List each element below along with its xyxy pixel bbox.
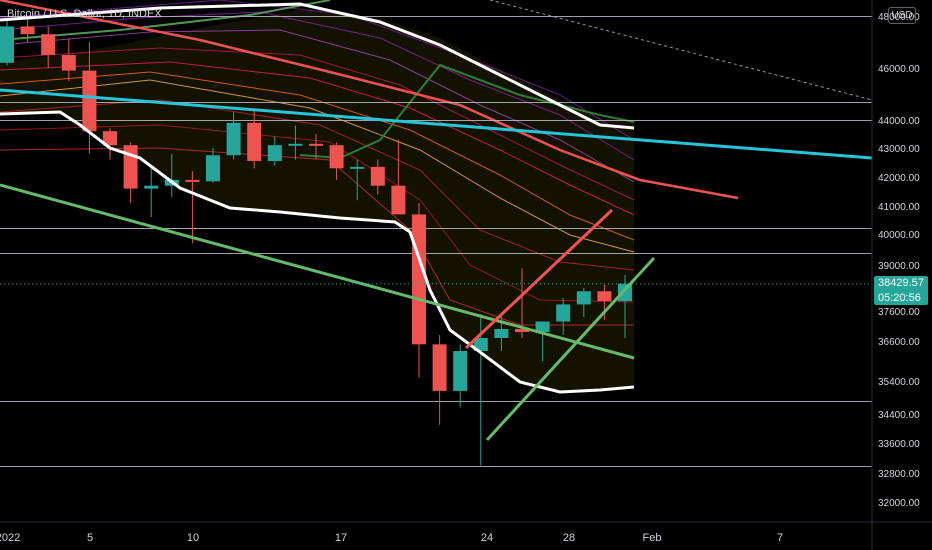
candle-2022-01-05 — [82, 70, 97, 132]
price-tick-label-10: 36600.00 — [878, 337, 920, 348]
candle-2022-01-15 — [288, 143, 303, 146]
candle-2022-01-04 — [61, 55, 76, 71]
last-price-label: 38429.57 — [874, 276, 928, 291]
candle-2022-01-29 — [576, 291, 591, 305]
upper-band-line — [0, 2, 635, 130]
candle-2022-01-30 — [597, 291, 612, 302]
time-tick-label-8: 7 — [777, 532, 783, 544]
price-tick-label-5: 42000.00 — [878, 173, 920, 184]
cyan-trend-line — [0, 88, 872, 160]
currency-button[interactable]: USD — [888, 7, 916, 24]
envelope-fill — [0, 10, 634, 392]
candle-2022-01-20 — [391, 185, 406, 215]
price-tick-label-12: 34400.00 — [878, 410, 920, 421]
price-tick-label-13: 33600.00 — [878, 439, 920, 450]
price-tick-label-9: 37600.00 — [878, 307, 920, 318]
candle-2022-01-22 — [432, 344, 447, 391]
candle-2022-01-10 — [185, 179, 200, 182]
time-tick-label-2: 5 — [87, 532, 93, 544]
indicator-line-10 — [0, 147, 634, 326]
time-tick-label-1: 2022 — [0, 532, 20, 544]
candle-2022-01-24 — [473, 338, 488, 351]
candle-2022-01-17 — [329, 145, 344, 169]
candle-2022-01-14 — [267, 145, 282, 162]
candle-2022-01-25 — [494, 329, 509, 338]
candle-2022-01-11 — [206, 155, 220, 182]
price-tick-label-15: 32000.00 — [878, 498, 920, 509]
price-tick-label-4: 43000.00 — [878, 144, 920, 155]
time-axis[interactable]: 2022 5 10 17 24 28 Feb 7 — [0, 532, 783, 544]
indicator-line-6 — [0, 71, 635, 241]
candle-2022-01-19 — [370, 166, 385, 186]
price-tick-label-7: 40000.00 — [878, 230, 920, 241]
time-tick-label-5: 24 — [481, 532, 493, 544]
lower-band-line — [0, 110, 635, 394]
green-rising-line — [485, 256, 656, 442]
candle-2022-01-01 — [0, 26, 14, 63]
time-tick-label-7: Feb — [643, 532, 662, 544]
time-tick-label-4: 17 — [335, 532, 347, 544]
price-tick-label-3: 44000.00 — [878, 116, 920, 127]
time-tick-label-6: 28 — [563, 532, 575, 544]
candle-2022-01-31 — [618, 283, 632, 302]
indicator-line-4 — [0, 47, 635, 201]
indicator-line-2 — [0, 11, 635, 161]
green-channel-line — [0, 183, 635, 360]
red-trend-line — [0, 0, 739, 200]
candle-2022-01-18 — [350, 166, 365, 169]
candle-2022-01-02 — [20, 26, 35, 35]
candle-2022-01-06 — [103, 131, 117, 146]
candle-2022-01-21 — [412, 214, 426, 345]
price-tick-label-6: 41000.00 — [878, 202, 920, 213]
price-tick-label-14: 32800.00 — [878, 469, 920, 480]
candle-2022-01-23 — [453, 351, 468, 391]
indicator-line-7 — [0, 79, 635, 253]
price-tick-label-2: 46000.00 — [878, 64, 920, 75]
red-rising-line — [464, 208, 614, 350]
indicator-line-3 — [0, 29, 635, 183]
indicator-line-5 — [0, 61, 635, 216]
time-tick-label-3: 10 — [187, 532, 199, 544]
plot-area — [0, 0, 872, 467]
candle-2022-01-12 — [226, 122, 241, 156]
indicator-line-8 — [0, 99, 635, 271]
price-tick-label-1: 48000.00 — [878, 12, 920, 23]
indicator-line-9 — [0, 124, 635, 303]
price-axis[interactable]: 48000.00 46000.00 44000.00 43000.00 42000.00… — [878, 12, 920, 509]
candle-2022-01-27 — [535, 321, 550, 332]
candle-2022-01-26 — [515, 329, 529, 332]
candle-2022-01-08 — [144, 185, 159, 189]
candle-countdown-label: 05:20:56 — [874, 291, 928, 305]
candle-2022-01-16 — [309, 143, 323, 146]
price-tick-label-11: 35400.00 — [878, 377, 920, 388]
chart-title: Bitcoin / U.S. Dollar, 1D, INDEX — [7, 8, 162, 20]
candle-2022-01-13 — [247, 122, 262, 162]
candle-2022-01-03 — [41, 34, 56, 55]
candle-2022-01-28 — [556, 304, 571, 322]
price-tick-label-8: 39000.00 — [878, 261, 920, 272]
green-ma-line — [0, 0, 331, 41]
